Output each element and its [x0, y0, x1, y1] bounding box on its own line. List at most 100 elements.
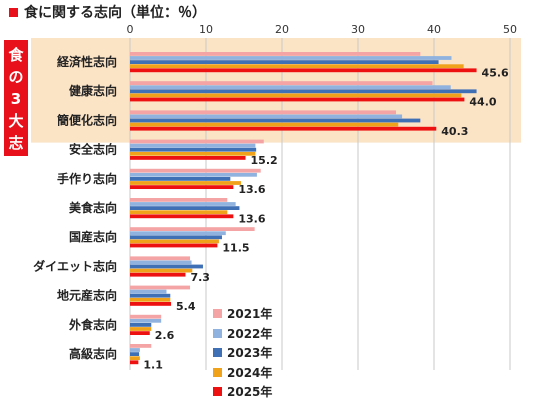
bar	[130, 60, 439, 64]
chart-title: 食に関する志向（単位：％）	[24, 4, 206, 21]
data-label: 45.6	[482, 66, 509, 79]
bar	[130, 302, 172, 306]
bar	[130, 331, 150, 335]
legend-swatch	[213, 348, 222, 358]
bar	[130, 156, 246, 160]
bar	[130, 85, 451, 90]
bar	[130, 202, 236, 206]
data-label: 13.6	[238, 183, 265, 196]
data-label: 1.1	[143, 358, 163, 371]
bar	[130, 114, 403, 119]
bar	[130, 185, 234, 189]
bar	[130, 352, 140, 356]
category-label: 手作り志向	[57, 171, 117, 186]
bar	[130, 260, 192, 265]
category-label: 国産志向	[69, 229, 117, 244]
legend-swatch	[213, 309, 222, 319]
group-label-char: 志	[8, 134, 23, 152]
bar	[130, 314, 162, 319]
x-tick-labels: 0 10 20 30 40 50	[127, 23, 518, 36]
data-label: 40.3	[441, 125, 468, 138]
bar	[130, 110, 396, 115]
data-label: 44.0	[469, 96, 496, 109]
bar	[130, 206, 240, 210]
category-label: 安全志向	[69, 142, 117, 157]
category-labels: 経済性志向健康志向簡便化志向安全志向手作り志向美食志向国産志向ダイエット志向地元…	[33, 54, 117, 361]
bar	[130, 147, 257, 152]
data-label: 5.4	[176, 300, 196, 313]
group-label-char: 向	[8, 156, 23, 174]
category-label: 外食志向	[69, 317, 117, 332]
legend-item: 2025年	[213, 382, 272, 402]
data-label: 13.6	[238, 212, 265, 225]
bar	[130, 52, 421, 56]
group-label-char: 3	[11, 90, 21, 108]
legend-label: 2021年	[227, 307, 273, 322]
bar	[130, 172, 257, 177]
legend-swatch	[213, 387, 222, 397]
bar	[130, 198, 228, 202]
legend-label: 2025年	[227, 385, 273, 400]
bar	[130, 235, 222, 240]
bar	[130, 285, 191, 290]
legend: 2021年 2022年 2023年 2024年 2025年	[213, 304, 272, 402]
x-tick-label: 50	[503, 23, 517, 36]
bar	[130, 360, 139, 365]
legend-item: 2021年	[213, 304, 272, 324]
title-marker	[9, 8, 18, 17]
x-tick-label: 40	[427, 23, 441, 36]
bar	[130, 139, 264, 144]
bar	[130, 177, 231, 181]
legend-label: 2022年	[227, 326, 273, 341]
bar	[130, 122, 399, 127]
category-label: ダイエット志向	[33, 258, 117, 273]
bar	[130, 356, 140, 361]
x-tick-label: 0	[127, 23, 134, 36]
legend-label: 2023年	[227, 346, 273, 361]
bar	[130, 344, 152, 348]
category-label: 高級志向	[69, 346, 117, 361]
x-tick-label: 20	[275, 23, 289, 36]
bar	[130, 272, 186, 277]
legend-swatch	[213, 328, 222, 338]
bar	[130, 227, 255, 231]
bar	[130, 243, 218, 248]
bar	[130, 327, 152, 331]
bar	[130, 64, 464, 69]
bar	[130, 118, 421, 123]
category-label: 美食志向	[69, 200, 117, 215]
legend-item: 2022年	[213, 324, 272, 344]
bar	[130, 151, 256, 156]
group-label-char: 大	[8, 112, 23, 130]
bar	[130, 210, 228, 215]
bar	[130, 81, 433, 85]
bar	[130, 256, 191, 261]
group-label: 食の 3 大志向	[8, 46, 24, 174]
bar	[130, 348, 140, 352]
bar	[130, 293, 171, 298]
group-label-char: の	[8, 68, 23, 86]
x-tick-label: 10	[199, 23, 213, 36]
bar	[130, 126, 437, 131]
bar	[130, 264, 203, 269]
bar	[130, 97, 465, 102]
bar	[130, 239, 219, 244]
bar	[130, 268, 193, 273]
bar	[130, 143, 256, 148]
data-label: 15.2	[251, 154, 278, 167]
legend-item: 2023年	[213, 343, 272, 363]
bar	[130, 56, 452, 60]
category-label: 健康志向	[69, 83, 117, 98]
legend-swatch	[213, 367, 222, 377]
legend-label: 2024年	[227, 365, 273, 380]
group-label-box	[4, 40, 28, 156]
data-label: 11.5	[222, 242, 249, 255]
bar	[130, 323, 152, 327]
bars	[130, 52, 477, 365]
category-label: 経済性志向	[57, 54, 117, 69]
group-label-char: 食	[8, 46, 24, 64]
data-label: 7.3	[190, 271, 210, 284]
bar	[130, 214, 234, 219]
bar	[130, 318, 162, 323]
